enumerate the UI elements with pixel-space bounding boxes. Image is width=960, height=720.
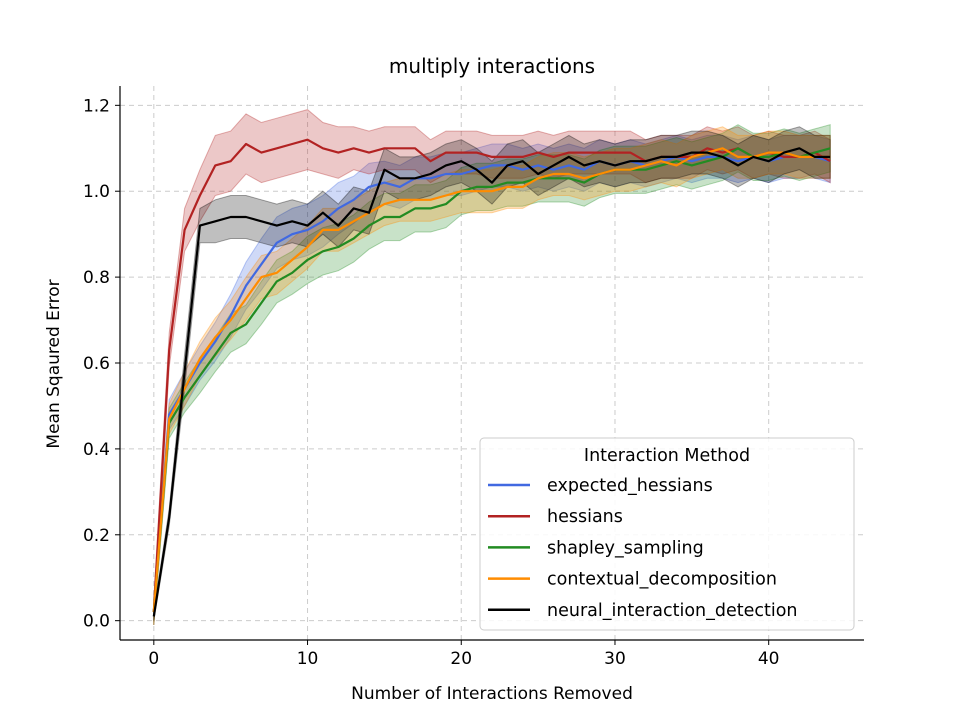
y-tick-label: 1.2	[83, 96, 110, 116]
y-tick-label: 0.6	[83, 354, 110, 374]
legend-title: Interaction Method	[584, 446, 750, 466]
y-axis-label: Mean Sqaured Error	[44, 279, 64, 448]
legend-label: shapley_sampling	[547, 538, 704, 558]
series-line-neural-interaction-detection	[152, 147, 831, 617]
y-tick-label: 1.0	[83, 182, 110, 202]
x-tick-label: 0	[148, 649, 159, 669]
legend-item-shapley-sampling: shapley_sampling	[488, 538, 704, 558]
x-tick-label: 10	[297, 649, 319, 669]
legend: Interaction Method expected_hessianshess…	[479, 437, 855, 631]
legend-label: hessians	[547, 507, 623, 527]
band-shapley-sampling	[153, 124, 831, 626]
x-tick-label: 30	[604, 649, 626, 669]
legend-label: contextual_decomposition	[547, 570, 777, 590]
series-line-contextual-decomposition	[152, 147, 831, 613]
legend-item-neural-interaction-detection: neural_interaction_detection	[488, 601, 798, 621]
series-line-expected-hessians	[152, 155, 831, 613]
chart-title: multiply interactions	[389, 54, 595, 78]
legend-item-hessians: hessians	[488, 507, 623, 527]
y-ticks: 0.0 0.2 0.4 0.6 0.8 1.0 1.2	[83, 96, 120, 632]
y-tick-label: 0.4	[83, 440, 110, 460]
legend-label: expected_hessians	[547, 476, 713, 496]
x-tick-label: 40	[758, 649, 780, 669]
series-line-shapley-sampling	[152, 147, 831, 613]
y-tick-label: 0.2	[83, 526, 110, 546]
legend-items: expected_hessians hessians shapley_samplin…	[488, 476, 798, 621]
series-lines	[152, 138, 831, 617]
series-line-hessians	[152, 138, 831, 613]
x-axis-label: Number of Interactions Removed	[351, 684, 633, 704]
y-tick-label: 0.8	[83, 268, 110, 288]
legend-item-expected-hessians: expected_hessians	[488, 476, 713, 496]
legend-item-contextual-decomposition: contextual_decomposition	[488, 570, 777, 590]
band-hessians	[153, 109, 831, 626]
legend-label: neural_interaction_detection	[547, 601, 798, 621]
legend-box	[479, 437, 855, 631]
y-tick-label: 0.0	[83, 612, 110, 632]
x-ticks: 0 10 20 30 40	[148, 640, 780, 669]
x-tick-label: 20	[450, 649, 472, 669]
